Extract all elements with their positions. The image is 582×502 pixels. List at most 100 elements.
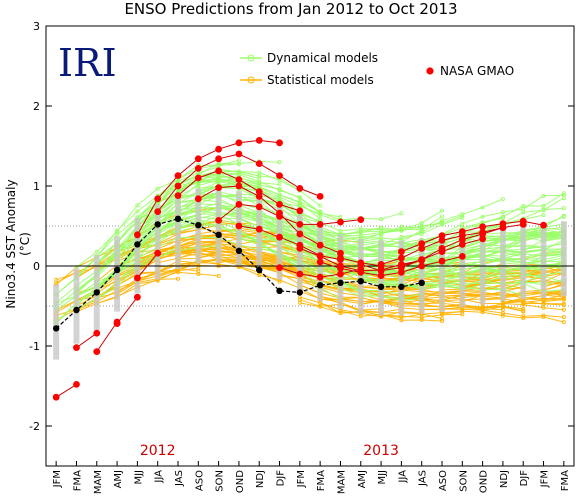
legend-marker-dynamical <box>247 54 255 62</box>
nasa-gmao-point <box>276 201 283 208</box>
spread-bar <box>175 194 181 270</box>
x-tick-label: JFM <box>296 470 307 488</box>
model-point <box>541 314 546 319</box>
model-point <box>155 186 160 191</box>
model-point <box>500 214 505 219</box>
model-point <box>561 196 566 201</box>
model-point <box>541 193 546 198</box>
statistical-model-line <box>502 268 564 277</box>
model-point <box>541 208 546 213</box>
statistical-model-line <box>421 298 483 302</box>
nasa-gmao-point <box>438 232 446 240</box>
model-point <box>561 206 566 211</box>
model-point <box>379 225 384 230</box>
x-tick-label: AMJ <box>113 470 124 488</box>
nasa-gmao-point <box>438 257 446 265</box>
statistical-model-line <box>543 292 564 296</box>
dynamical-model-line <box>76 210 179 293</box>
nasa-gmao-point <box>296 270 304 278</box>
nasa-gmao-point <box>235 222 243 230</box>
x-tick-label: AMJ <box>357 470 368 488</box>
model-point <box>419 221 424 226</box>
nasa-gmao-point <box>316 253 324 260</box>
nasa-gmao-point <box>113 320 121 327</box>
dynamical-model-line <box>320 198 504 248</box>
statistical-model-line <box>76 271 219 311</box>
dynamical-model-line <box>96 213 239 287</box>
model-point <box>561 213 566 218</box>
dynamical-model-line <box>543 260 564 269</box>
dynamical-model-line <box>76 159 240 268</box>
nasa-gmao-point <box>337 249 344 257</box>
x-tick-label: FMA <box>72 470 83 491</box>
dynamical-model-line <box>340 216 443 242</box>
y-tick-label: 3 <box>33 20 40 33</box>
nasa-gmao-point <box>154 208 162 216</box>
year-label: 2012 <box>140 443 176 459</box>
model-point <box>196 272 201 277</box>
model-point <box>561 315 566 320</box>
nasa-gmao-point <box>235 182 243 190</box>
spread-bar <box>154 204 161 280</box>
nasa-gmao-point <box>337 254 344 262</box>
nasa-gmao-point <box>276 233 283 241</box>
nasa-gmao-point <box>133 293 141 301</box>
nasa-gmao-forecast-line <box>320 255 463 277</box>
model-point <box>460 212 465 217</box>
nasa-gmao-point <box>458 228 466 236</box>
statistical-model-line <box>279 251 382 266</box>
spread-bar <box>296 214 303 290</box>
dynamical-model-line <box>502 248 564 255</box>
x-tick-label: ASO <box>194 470 205 491</box>
nasa-gmao-forecast-line <box>380 223 524 265</box>
statistical-model-line <box>502 300 564 306</box>
model-point <box>561 301 566 306</box>
nasa-gmao-point <box>255 203 263 211</box>
dynamical-model-line <box>320 210 443 235</box>
dynamical-model-line <box>116 192 301 251</box>
nasa-gmao-point <box>296 245 304 252</box>
dynamical-model-line <box>299 260 402 295</box>
statistical-model-line <box>482 298 564 304</box>
dynamical-model-line <box>462 207 564 242</box>
x-tick-label: JFM <box>52 470 63 488</box>
dynamical-model-line <box>543 234 564 241</box>
legend-marker-statistical <box>247 76 255 84</box>
y-tick-label: 1 <box>33 180 40 193</box>
model-point <box>541 305 546 310</box>
nasa-gmao-point <box>255 137 263 144</box>
model-point <box>521 210 526 215</box>
y-tick-label: -2 <box>29 420 40 433</box>
nasa-gmao-point <box>479 235 487 243</box>
nasa-gmao-point <box>215 167 223 175</box>
nasa-gmao-point <box>93 329 101 337</box>
spread-bar <box>560 221 567 297</box>
x-tick-label: ASO <box>438 470 449 491</box>
model-point <box>257 273 262 278</box>
spread-bar <box>53 284 60 360</box>
model-point <box>541 212 546 217</box>
model-point <box>277 160 282 165</box>
x-tick-label: NDJ <box>499 470 510 488</box>
statistical-model-line <box>502 272 564 290</box>
x-tick-label: MJJ <box>377 470 388 485</box>
model-point <box>419 315 424 320</box>
model-point <box>500 196 505 201</box>
model-point <box>277 188 282 193</box>
dynamical-model-line <box>218 173 402 221</box>
dynamical-model-line <box>96 160 280 258</box>
model-point <box>277 182 282 187</box>
model-point <box>460 309 465 314</box>
model-point <box>236 162 241 167</box>
statistical-model-line <box>543 272 564 283</box>
model-point <box>399 318 404 323</box>
nasa-gmao-point <box>174 172 182 180</box>
nasa-gmao-point <box>194 174 202 182</box>
nasa-gmao-point <box>499 220 507 228</box>
spread-bar <box>439 236 445 312</box>
observed-point <box>418 279 425 286</box>
statistical-model-line <box>299 281 361 297</box>
x-tick-label: DJF <box>519 470 530 487</box>
observed-point <box>52 325 60 332</box>
